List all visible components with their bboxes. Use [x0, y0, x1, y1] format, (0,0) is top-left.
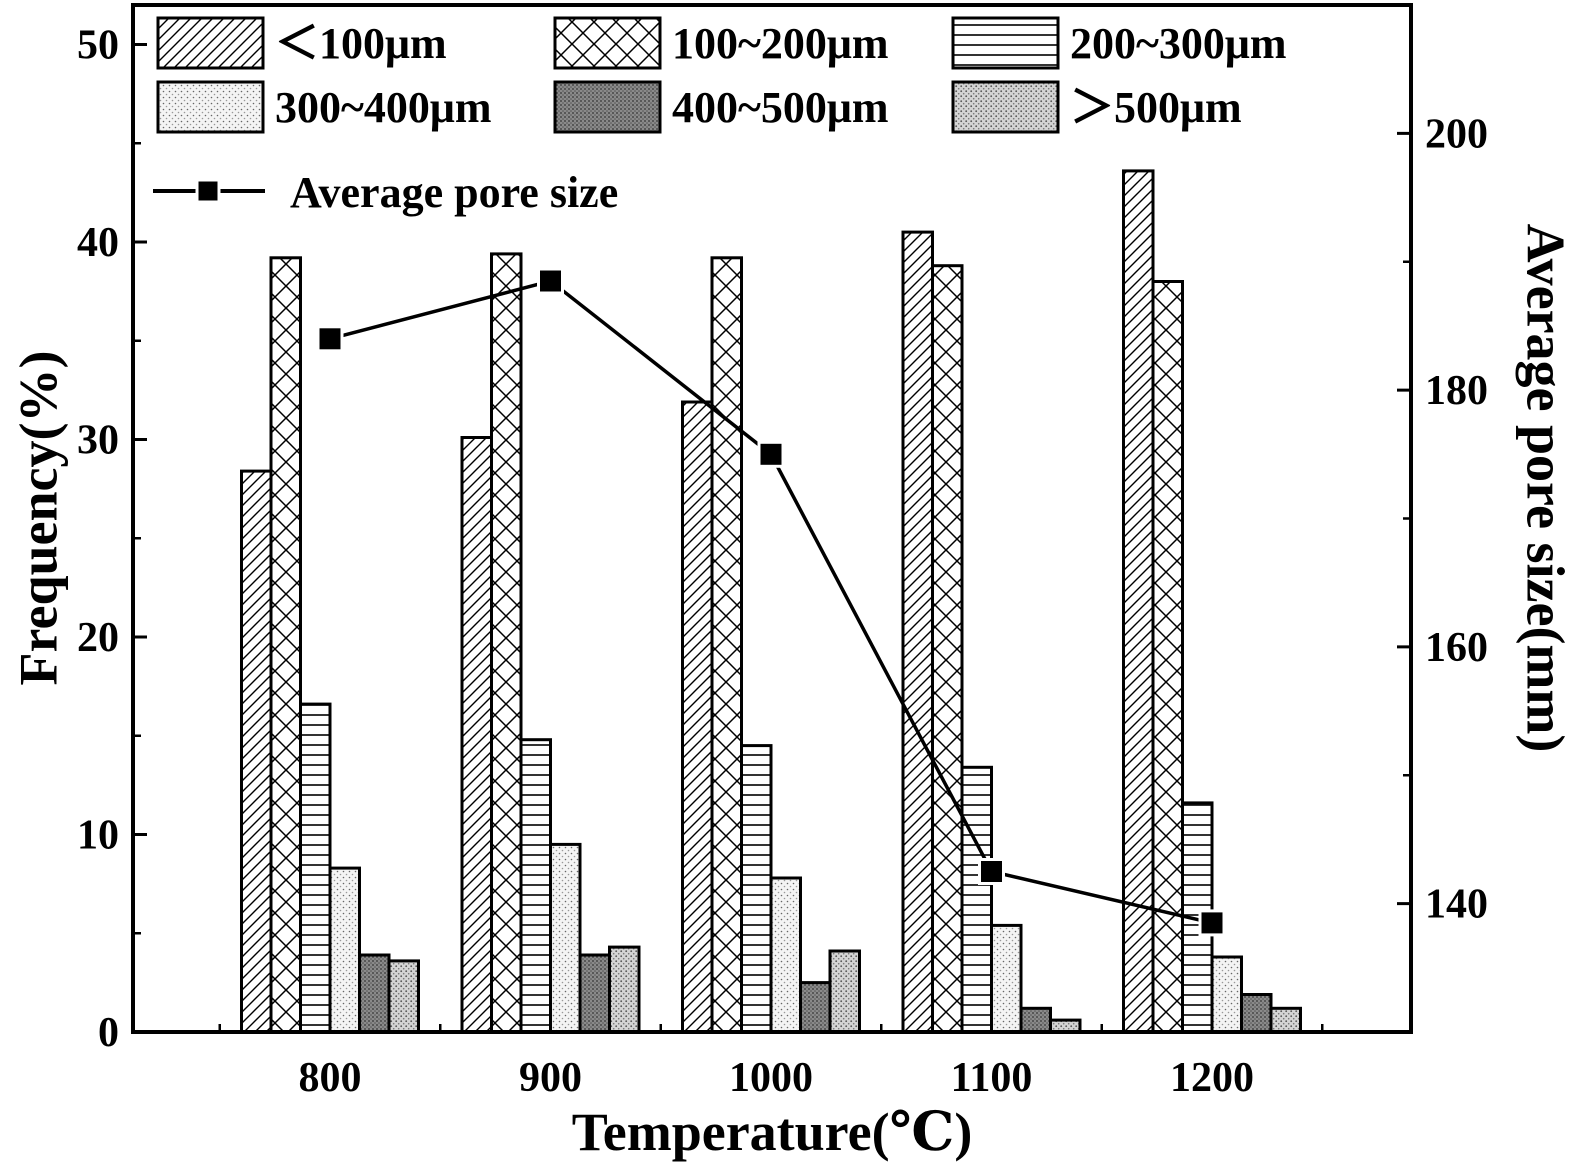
bar-400-500-m-900 [578, 953, 611, 1034]
bar-400-500-m-1000 [799, 981, 832, 1034]
legend-label-average-pore-size: Average pore size [290, 168, 618, 217]
bar-200-300-m-1100 [960, 765, 993, 1034]
y-axis-title: Frequency(%) [8, 351, 68, 686]
x-tick-label: 1100 [951, 1055, 1033, 1101]
bar-500-m-1200 [1269, 1006, 1302, 1034]
bar-100-200-m-900 [490, 252, 523, 1034]
y-tick-label: 0 [98, 1010, 119, 1056]
y2-tick-label: 160 [1425, 625, 1488, 671]
bar-100-200-m-1100 [931, 264, 964, 1034]
bar-300-400-m-1200 [1210, 955, 1243, 1034]
bar-500-m-1000 [828, 949, 861, 1034]
bar-500-m-900 [608, 945, 641, 1034]
bars-layer [240, 169, 1302, 1034]
x-tick-label: 1200 [1170, 1055, 1254, 1101]
y-tick-label: 40 [77, 220, 119, 266]
average-pore-size-point-900 [537, 267, 564, 295]
average-pore-size-point-1200 [1198, 909, 1226, 937]
x-tick-label: 1000 [729, 1055, 813, 1101]
average-pore-size-point-800 [316, 325, 344, 353]
x-axis-title: Temperature(℃) [572, 1102, 973, 1162]
bar-200-300-m-800 [299, 702, 332, 1034]
x-tick-label: 800 [299, 1055, 362, 1101]
bar-100-200-m-800 [269, 256, 302, 1034]
y-tick-label: 20 [77, 615, 119, 661]
legend-label-100-200-m: 100~200μm [672, 19, 888, 68]
y2-axis-title: Average pore size(mm) [1516, 224, 1575, 753]
legend-line-marker [195, 178, 221, 204]
bar-100-200-m-1200 [1151, 280, 1184, 1034]
legend-label-400-500-m: 400~500μm [672, 83, 888, 132]
bar-300-400-m-800 [328, 866, 361, 1034]
bar-300-400-m-1000 [769, 876, 802, 1034]
y2-tick-label: 200 [1425, 111, 1488, 157]
y-tick-label: 50 [77, 23, 119, 69]
legend-swatch-200-300-m [951, 16, 1060, 70]
legend: ＜100μm 100~200μm 200~300μm 300~400μm 400~500… [153, 16, 1286, 217]
legend-label-500-m: ＞500μm [1070, 83, 1242, 132]
right-axis: 140 160 180 200 [1397, 111, 1488, 928]
bar-300-400-m-1100 [990, 923, 1023, 1034]
average-pore-size-point-1100 [978, 858, 1005, 885]
bar-400-500-m-1200 [1240, 993, 1273, 1034]
average-pore-size-point-1000 [757, 440, 785, 468]
x-tick-label: 900 [519, 1055, 582, 1101]
bar-400-500-m-800 [358, 953, 391, 1034]
legend-swatch-100-200-m [553, 16, 662, 70]
bar-100-200-m-1000 [710, 256, 743, 1034]
y2-tick-label: 180 [1425, 368, 1488, 414]
y2-tick-label: 140 [1425, 882, 1488, 928]
y-tick-label: 10 [77, 813, 119, 859]
legend-swatch-100-m [156, 16, 265, 70]
bar-100-m-1100 [901, 230, 934, 1034]
bar-100-m-1000 [681, 400, 714, 1034]
bar-400-500-m-1100 [1019, 1006, 1052, 1034]
x-axis: 800 900 1000 1100 1200 [218, 1018, 1324, 1101]
legend-label-100-m: ＜100μm [275, 19, 447, 68]
bar-200-300-m-900 [519, 738, 552, 1034]
legend-swatch-500-m [951, 80, 1060, 134]
bar-200-300-m-1000 [740, 744, 773, 1034]
y-tick-label: 30 [77, 418, 119, 464]
average-pore-size-line-layer [316, 267, 1226, 937]
legend-swatch-400-500-m [553, 80, 662, 134]
legend-label-300-400-m: 300~400μm [275, 83, 491, 132]
bar-500-m-800 [387, 959, 420, 1034]
bar-300-400-m-900 [549, 842, 582, 1034]
left-axis: 0 10 20 30 40 50 [77, 23, 147, 1056]
legend-label-200-300-m: 200~300μm [1070, 19, 1286, 68]
legend-swatch-300-400-m [156, 80, 265, 134]
bar-100-m-800 [240, 469, 273, 1034]
bar-100-m-900 [460, 436, 493, 1034]
